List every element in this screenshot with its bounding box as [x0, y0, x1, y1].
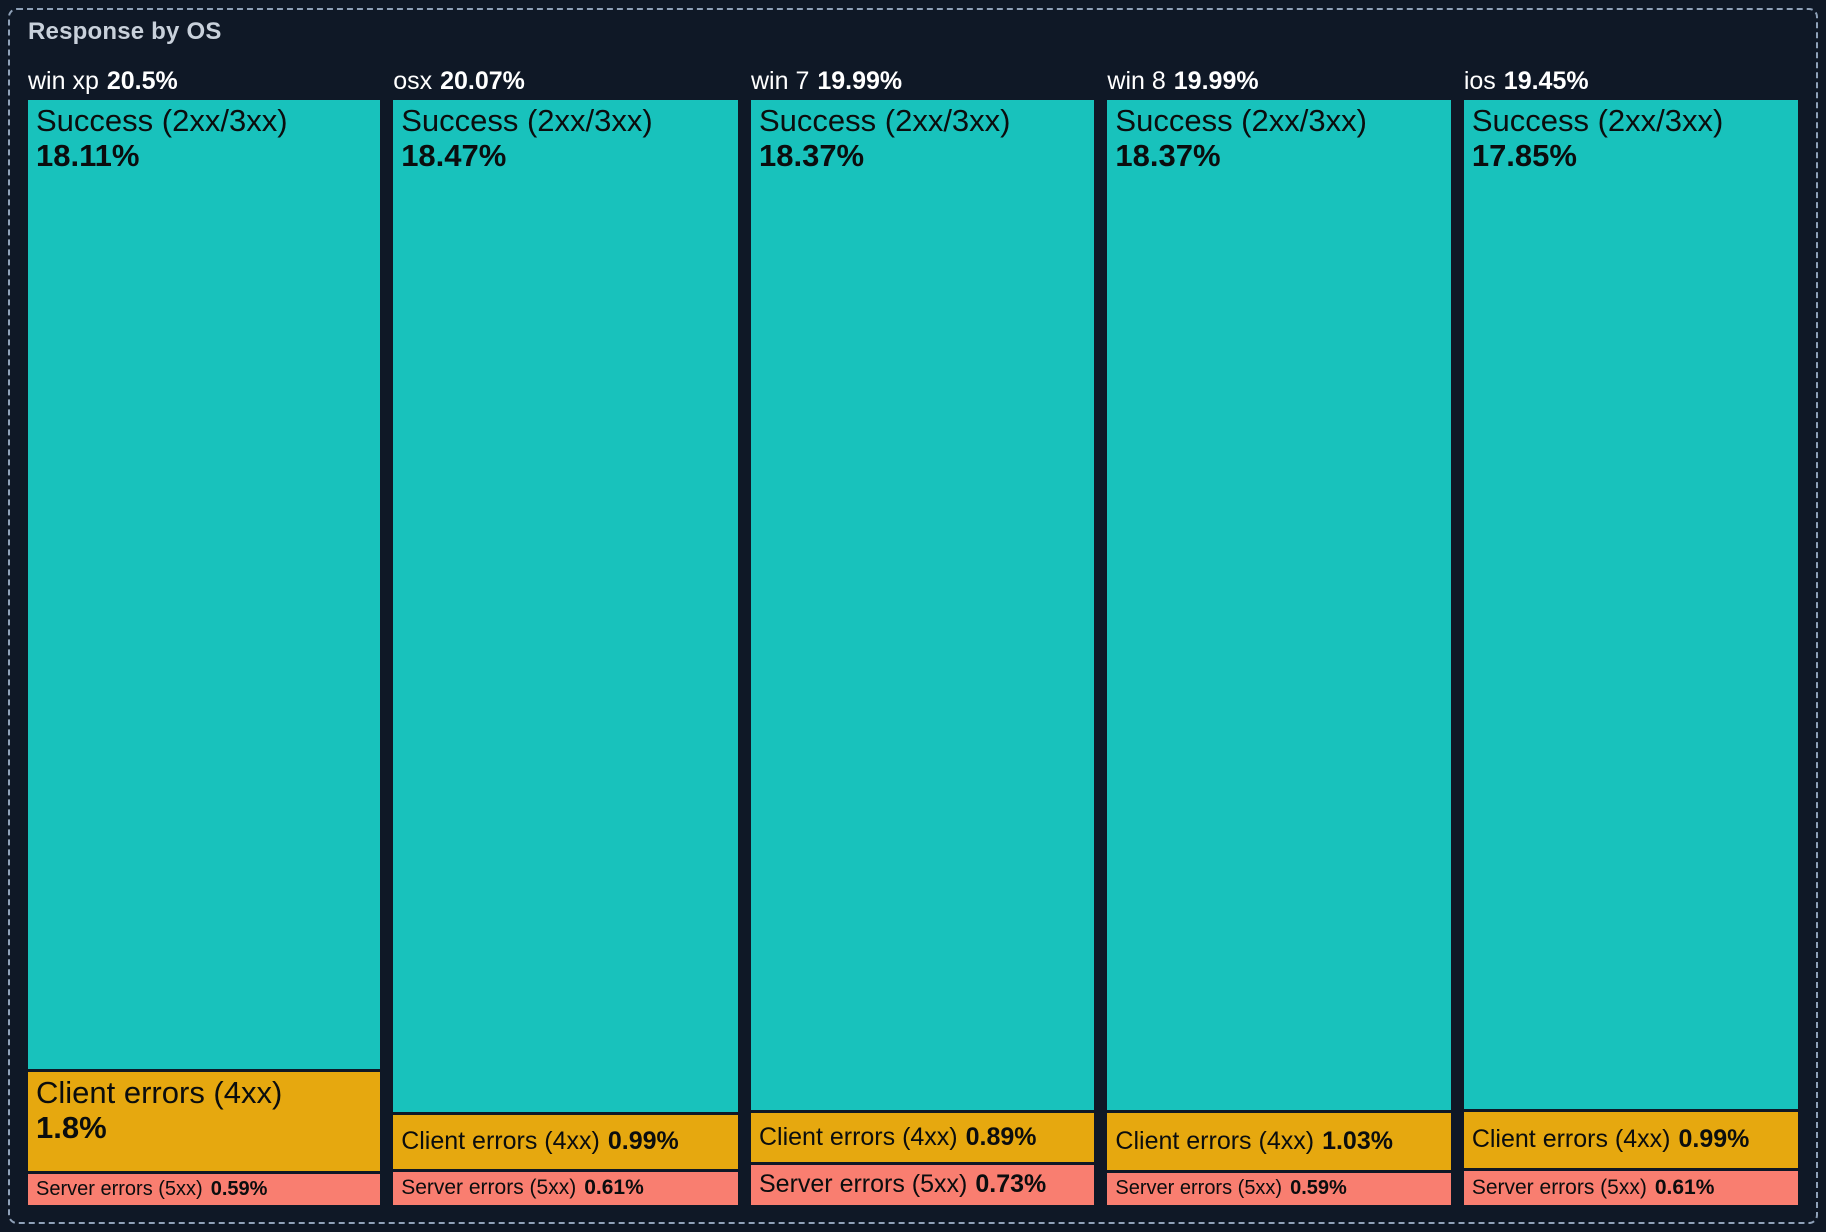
tile-value: 18.11%	[36, 138, 140, 174]
tile-server-win-7[interactable]: Server errors (5xx) 0.73%	[750, 1164, 1095, 1205]
tile-value: 0.99%	[607, 1127, 679, 1156]
tile-label: Client errors (4xx)	[401, 1127, 600, 1156]
os-name-label: win xp	[28, 66, 99, 95]
os-name-label: osx	[393, 66, 433, 95]
os-share-value: 19.99%	[1173, 66, 1259, 95]
tile-label: Success (2xx/3xx)	[1115, 103, 1367, 138]
tile-value: 0.89%	[965, 1123, 1037, 1152]
tile-label: Success (2xx/3xx)	[1471, 103, 1724, 138]
os-share-value: 20.5%	[106, 66, 178, 95]
os-column-segments: Success (2xx/3xx) 18.11% Client errors (4x…	[28, 100, 381, 1205]
tile-success-win-8[interactable]: Success (2xx/3xx) 18.37%	[1107, 100, 1451, 1111]
os-column-segments: Success (2xx/3xx) 18.37% Client errors (4x…	[750, 100, 1095, 1205]
tile-label: Server errors (5xx)	[758, 1170, 968, 1199]
tile-success-osx[interactable]: Success (2xx/3xx) 18.47%	[393, 100, 738, 1112]
os-share-value: 19.45%	[1503, 66, 1589, 95]
os-share-value: 20.07%	[440, 66, 525, 95]
tile-label: Server errors (5xx)	[1471, 1175, 1647, 1199]
os-column-win-xp: win xp 20.5% Success (2xx/3xx) 18.11% Client…	[28, 62, 381, 1205]
tile-server-ios[interactable]: Server errors (5xx) 0.61%	[1463, 1170, 1798, 1205]
tile-server-win-xp[interactable]: Server errors (5xx) 0.59%	[28, 1173, 381, 1205]
os-column-win-8: win 8 19.99% Success (2xx/3xx) 18.37% Client…	[1107, 62, 1451, 1205]
tile-client-ios[interactable]: Client errors (4xx) 0.99%	[1463, 1111, 1798, 1168]
tile-label: Client errors (4xx)	[1471, 1125, 1671, 1154]
tile-label: Server errors (5xx)	[401, 1176, 577, 1200]
tile-value: 0.59%	[1290, 1177, 1347, 1200]
tile-label: Success (2xx/3xx)	[401, 103, 653, 138]
os-name-label: ios	[1463, 66, 1496, 95]
tile-value: 0.61%	[584, 1176, 644, 1200]
tile-label: Client errors (4xx)	[1115, 1126, 1315, 1155]
os-column-header: win 8 19.99%	[1107, 62, 1450, 100]
tile-value: 17.85%	[1471, 138, 1577, 174]
os-column-osx: osx 20.07% Success (2xx/3xx) 18.47% Client e…	[393, 62, 738, 1205]
tile-client-win-xp[interactable]: Client errors (4xx) 1.8%	[28, 1071, 381, 1171]
tile-value: 18.37%	[1115, 138, 1221, 174]
os-column-segments: Success (2xx/3xx) 18.47% Client errors (4x…	[393, 100, 738, 1205]
tile-value: 0.99%	[1678, 1125, 1750, 1154]
os-column-segments: Success (2xx/3xx) 18.37% Client errors (4x…	[1107, 100, 1451, 1205]
os-column-segments: Success (2xx/3xx) 17.85% Client errors (4x…	[1463, 100, 1798, 1205]
tile-server-win-8[interactable]: Server errors (5xx) 0.59%	[1107, 1172, 1451, 1205]
tile-success-win-xp[interactable]: Success (2xx/3xx) 18.11%	[28, 100, 381, 1069]
tile-value: 0.59%	[210, 1177, 268, 1200]
tile-value: 1.8%	[36, 1109, 107, 1145]
os-column-header: win 7 19.99%	[751, 62, 1094, 100]
tile-client-osx[interactable]: Client errors (4xx) 0.99%	[393, 1114, 738, 1169]
tile-label: Success (2xx/3xx)	[758, 103, 1011, 138]
os-column-header: ios 19.45%	[1464, 62, 1798, 100]
tile-success-ios[interactable]: Success (2xx/3xx) 17.85%	[1463, 100, 1798, 1109]
os-column-header: osx 20.07%	[393, 62, 738, 100]
os-share-value: 19.99%	[817, 66, 903, 95]
os-column-header: win xp 20.5%	[28, 62, 380, 100]
response-by-os-treemap: win xp 20.5% Success (2xx/3xx) 18.11% Client…	[28, 62, 1798, 1205]
tile-client-win-8[interactable]: Client errors (4xx) 1.03%	[1107, 1113, 1451, 1170]
tile-value: 18.37%	[758, 138, 865, 174]
tile-server-osx[interactable]: Server errors (5xx) 0.61%	[393, 1171, 738, 1205]
tile-label: Server errors (5xx)	[1115, 1177, 1283, 1200]
tile-label: Server errors (5xx)	[36, 1177, 203, 1200]
tile-value: 0.73%	[975, 1170, 1047, 1199]
tile-label: Client errors (4xx)	[758, 1123, 958, 1152]
os-name-label: win 7	[750, 66, 810, 95]
os-column-ios: ios 19.45% Success (2xx/3xx) 17.85% Client e…	[1463, 62, 1798, 1205]
tile-value: 18.47%	[401, 138, 507, 174]
tile-value: 1.03%	[1322, 1126, 1393, 1155]
tile-success-win-7[interactable]: Success (2xx/3xx) 18.37%	[750, 100, 1095, 1111]
tile-label: Success (2xx/3xx)	[36, 103, 288, 138]
panel-title: Response by OS	[28, 18, 222, 45]
os-name-label: win 8	[1107, 66, 1166, 95]
os-column-win-7: win 7 19.99% Success (2xx/3xx) 18.37% Client…	[750, 62, 1095, 1205]
tile-value: 0.61%	[1654, 1175, 1715, 1199]
tile-client-win-7[interactable]: Client errors (4xx) 0.89%	[750, 1113, 1095, 1162]
tile-label: Client errors (4xx)	[36, 1074, 283, 1110]
